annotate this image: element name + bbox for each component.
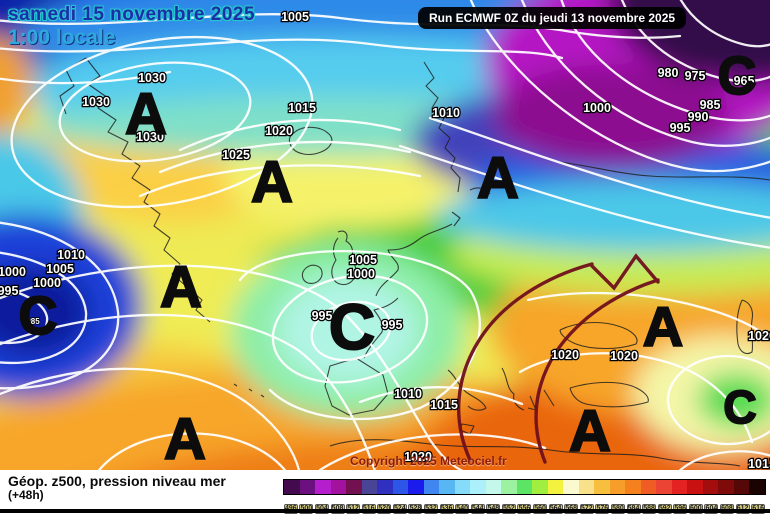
scale-color-608 bbox=[718, 480, 734, 494]
scale-color-528 bbox=[408, 480, 424, 494]
pressure-center-A: A bbox=[643, 295, 683, 358]
isobar-label: 1015 bbox=[430, 398, 458, 412]
isobar-label: 1030 bbox=[138, 71, 166, 85]
isobar-label: 1025 bbox=[222, 148, 250, 162]
scale-color-536 bbox=[439, 480, 455, 494]
isobar-label: 1010 bbox=[57, 248, 85, 262]
scale-color-512 bbox=[346, 480, 362, 494]
scale-color-508 bbox=[330, 480, 347, 494]
isobar-label: 985 bbox=[700, 98, 721, 112]
scale-color-504 bbox=[315, 480, 331, 494]
isobar-label: 1020 bbox=[551, 348, 579, 362]
isobar-label: 980 bbox=[658, 66, 679, 80]
scale-color-524 bbox=[392, 480, 409, 494]
isobar-label: 1015 bbox=[288, 101, 316, 115]
pressure-center-C: C bbox=[718, 46, 757, 106]
pressure-center-A: A bbox=[125, 82, 167, 147]
pressure-center-A: A bbox=[569, 399, 611, 464]
legend-title: Géop. z500, pression niveau mer bbox=[8, 473, 226, 489]
isobar-label: 1020 bbox=[610, 349, 638, 363]
bottom-divider bbox=[0, 509, 770, 513]
isobar-label: 1030 bbox=[136, 130, 164, 144]
scale-color-616 bbox=[749, 480, 765, 494]
scale-color-532 bbox=[423, 480, 440, 494]
valid-date: samedi 15 novembre 2025 bbox=[8, 4, 256, 25]
pressure-center-C: C bbox=[329, 291, 375, 363]
pressure-center-C: C bbox=[723, 381, 756, 433]
isobar-label: 985 bbox=[26, 317, 40, 326]
isobar-label: 1015 bbox=[748, 457, 770, 471]
pressure-center-C: C bbox=[19, 286, 58, 346]
isobar-label: 1020 bbox=[265, 124, 293, 138]
scale-color-592 bbox=[656, 480, 672, 494]
scale-color-600 bbox=[687, 480, 703, 494]
isobar-label: 1000 bbox=[347, 267, 375, 281]
scale-color-556 bbox=[516, 480, 533, 494]
pressure-center-A: A bbox=[160, 255, 202, 320]
annotation-arrows bbox=[456, 253, 660, 464]
legend-lead-time: (+48h) bbox=[8, 488, 44, 503]
scale-color-584 bbox=[625, 480, 641, 494]
isobar-labels-layer: 1005 1030 1030 1030 1015 1020 1025 1010 1000 980 9… bbox=[0, 9, 770, 472]
isobar-label: 1000 bbox=[583, 101, 611, 115]
scale-color-596 bbox=[671, 480, 688, 494]
map-area: 1005 1030 1030 1030 1015 1020 1025 1010 1000 980 9… bbox=[0, 0, 770, 472]
isobar-label: 1020 bbox=[404, 450, 432, 464]
scale-color-516 bbox=[361, 480, 378, 494]
isobar-label: 965 bbox=[734, 74, 755, 88]
geopotential-map: 1005 1030 1030 1030 1015 1020 1025 1010 1000 980 9… bbox=[0, 0, 770, 472]
scale-color-548 bbox=[485, 480, 502, 494]
isobar-label: 1005 bbox=[46, 262, 74, 276]
scale-color-612 bbox=[733, 480, 750, 494]
scale-color-520 bbox=[377, 480, 393, 494]
scale-color-560 bbox=[532, 480, 548, 494]
isobar-label: 1010 bbox=[394, 387, 422, 401]
scale-color-500 bbox=[299, 480, 316, 494]
isobar-label: 1010 bbox=[432, 106, 460, 120]
scale-color-604 bbox=[702, 480, 719, 494]
model-run-label: Run ECMWF 0Z du jeudi 13 novembre 2025 bbox=[418, 7, 687, 29]
isobar-label: 1000 bbox=[33, 276, 61, 290]
pressure-center-A: A bbox=[477, 146, 519, 211]
scale-color-564 bbox=[547, 480, 564, 494]
isobar-label: 1020 bbox=[748, 329, 770, 343]
color-scale bbox=[283, 479, 766, 495]
isobar-label: 990 bbox=[688, 110, 709, 124]
isobar-label: 1030 bbox=[82, 95, 110, 109]
isobar-label: 995 bbox=[670, 121, 691, 135]
copyright-text: Copyright 2025 Meteociel.fr bbox=[350, 454, 507, 468]
isobar-lines bbox=[0, 0, 770, 472]
isobar-label: 1005 bbox=[281, 10, 309, 24]
pressure-center-A: A bbox=[164, 407, 206, 472]
legend-text-block: Géop. z500, pression niveau mer (+48h) bbox=[8, 473, 226, 503]
scale-color-576 bbox=[594, 480, 610, 494]
scale-color-572 bbox=[578, 480, 595, 494]
pressure-center-A: A bbox=[251, 150, 293, 215]
isobar-label: 995 bbox=[382, 318, 403, 332]
isobar-label: 975 bbox=[685, 69, 706, 83]
legend-bar: Géop. z500, pression niveau mer (+48h) 4… bbox=[0, 470, 770, 518]
valid-time-block: samedi 15 novembre 2025 1:00 locale bbox=[8, 5, 255, 49]
scale-color-588 bbox=[640, 480, 657, 494]
scale-color-568 bbox=[563, 480, 579, 494]
isobar-label: 1000 bbox=[0, 265, 26, 279]
scale-color-496 bbox=[284, 480, 300, 494]
isobar-label: 1005 bbox=[349, 253, 377, 267]
scale-color-580 bbox=[609, 480, 626, 494]
isobar-label: 995 bbox=[312, 309, 333, 323]
scale-color-544 bbox=[470, 480, 486, 494]
scale-color-552 bbox=[501, 480, 517, 494]
scale-color-540 bbox=[454, 480, 471, 494]
valid-hour: 1:00 locale bbox=[8, 25, 116, 49]
isobar-label: 995 bbox=[0, 284, 18, 298]
